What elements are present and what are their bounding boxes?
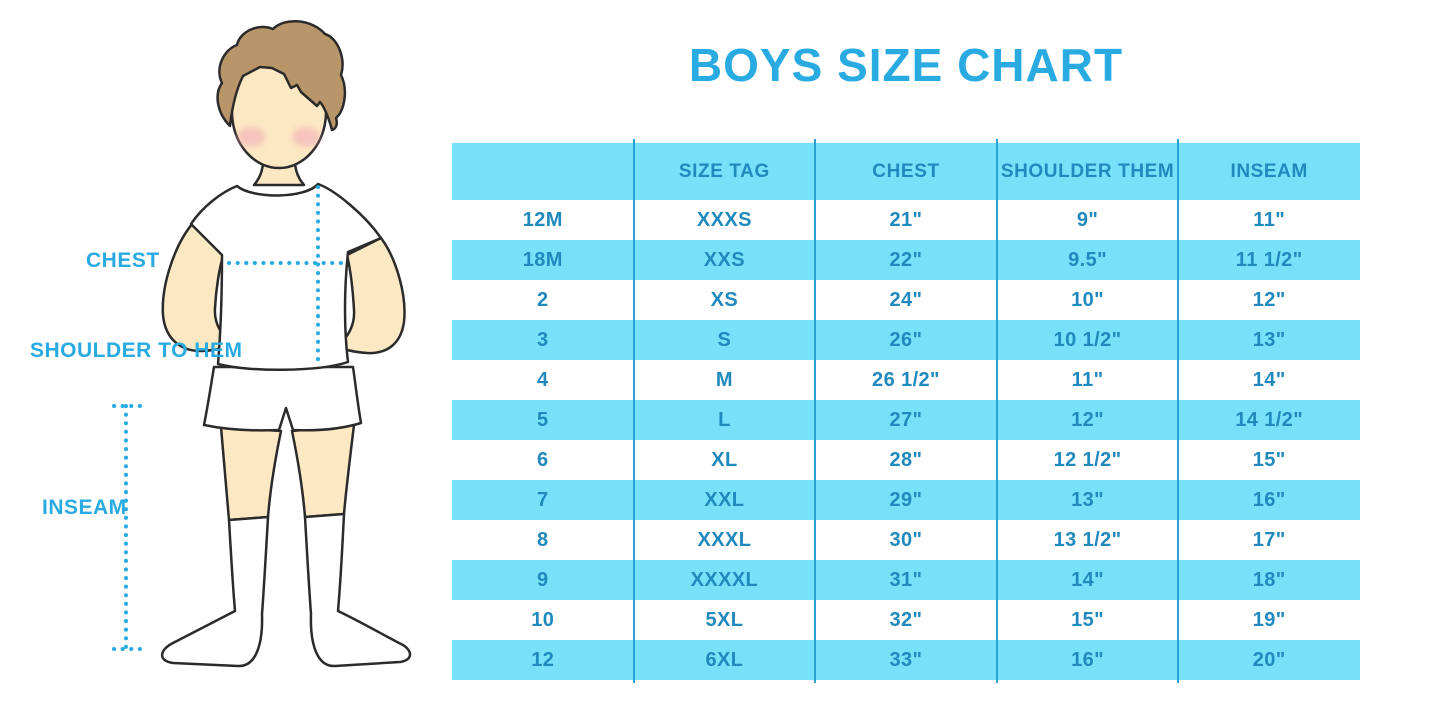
table-cell: 11 1/2": [1178, 240, 1360, 280]
boy-hair: [216, 20, 347, 132]
table-cell: XXL: [633, 480, 816, 520]
table-cell: 6XL: [633, 640, 816, 680]
table-cell: 26": [815, 320, 997, 360]
table-cell: 13 1/2": [1053, 528, 1122, 551]
table-cell: 9": [1076, 208, 1099, 231]
table-cell: 22": [815, 240, 997, 280]
table-cell: 21": [889, 208, 923, 231]
table-cell: 12M: [522, 208, 563, 231]
column-divider: [632, 139, 635, 683]
table-cell: 29": [815, 480, 997, 520]
table-cell: XXXL: [697, 528, 752, 551]
table-cell: 12": [996, 400, 1179, 440]
column-header-shoulder: SHOULDER THEM: [996, 143, 1179, 200]
boy-shorts: [202, 365, 363, 432]
shoulder-to-hem-label: SHOULDER TO HEM: [30, 339, 243, 362]
boy-cheek-right: [292, 127, 320, 147]
boy-illustration: [112, 20, 412, 668]
table-cell: M: [715, 368, 733, 391]
table-cell: 10 1/2": [996, 320, 1179, 360]
table-cell: 12 1/2": [1053, 448, 1122, 471]
column-divider: [1177, 139, 1180, 683]
boy-leg-right: [290, 423, 356, 519]
boy-arm-left: [161, 221, 234, 353]
chest-label: CHEST: [86, 249, 160, 272]
table-cell: XXXXL: [633, 560, 816, 600]
table-cell: L: [633, 400, 816, 440]
boy-arm-right: [336, 236, 406, 355]
table-cell: 16": [1178, 480, 1360, 520]
boy-sock-right: [303, 512, 412, 668]
table-cell: 27": [815, 400, 997, 440]
table-cell: 32": [889, 608, 923, 631]
table-cell: XXXS: [696, 208, 752, 231]
boy-sock-left: [160, 515, 270, 668]
table-cell: 14 1/2": [1178, 400, 1360, 440]
table-cell: 12": [1252, 288, 1286, 311]
table-cell: 16": [996, 640, 1179, 680]
table-cell: 10: [531, 608, 555, 631]
table-cell: 3: [452, 320, 634, 360]
table-cell: 31": [815, 560, 997, 600]
column-header-chest: CHEST: [815, 143, 997, 200]
table-cell: 6: [537, 448, 549, 471]
boy-cheek-left: [237, 127, 265, 147]
column-header-size-tag: SIZE TAG: [633, 143, 816, 200]
table-cell: 18M: [452, 240, 634, 280]
table-cell: 9.5": [996, 240, 1179, 280]
table-cell: 30": [889, 528, 923, 551]
table-cell: 12: [452, 640, 634, 680]
table-cell: S: [633, 320, 816, 360]
column-header-inseam: INSEAM: [1178, 143, 1360, 200]
table-cell: 18": [1178, 560, 1360, 600]
table-cell: 4: [537, 368, 549, 391]
table-cell: 26 1/2": [872, 368, 940, 391]
column-divider: [814, 139, 817, 683]
boy-leg-left: [219, 425, 283, 522]
table-cell: 15": [1071, 608, 1105, 631]
table-cell: 28": [889, 448, 923, 471]
table-cell: 7: [452, 480, 634, 520]
table-cell: 13": [1178, 320, 1360, 360]
table-cell: XL: [711, 448, 738, 471]
table-cell: 19": [1252, 608, 1286, 631]
size-table: SIZE TAG CHEST SHOULDER THEM INSEAM 12M X…: [452, 139, 1360, 683]
table-cell: XXS: [633, 240, 816, 280]
inseam-label: INSEAM: [42, 496, 127, 519]
table-cell: 14": [996, 560, 1179, 600]
table-cell: 17": [1252, 528, 1286, 551]
column-divider: [995, 139, 998, 683]
table-cell: 5XL: [705, 608, 744, 631]
table-cell: 20": [1178, 640, 1360, 680]
table-cell: 13": [996, 480, 1179, 520]
table-cell: 8: [537, 528, 549, 551]
boy-shirt: [189, 182, 383, 371]
table-cell: 2: [537, 288, 549, 311]
table-cell: 5: [452, 400, 634, 440]
table-cell: 14": [1252, 368, 1286, 391]
table-cell: XS: [710, 288, 739, 311]
table-cell: 9: [452, 560, 634, 600]
table-cell: 33": [815, 640, 997, 680]
table-cell: 11": [1253, 208, 1286, 231]
table-cell: 11": [1071, 368, 1104, 391]
table-cell: 24": [889, 288, 923, 311]
table-cell: 15": [1252, 448, 1286, 471]
table-cell: 10": [1071, 288, 1105, 311]
page-title: BOYS SIZE CHART: [688, 39, 1124, 91]
column-header-size: [452, 143, 634, 200]
